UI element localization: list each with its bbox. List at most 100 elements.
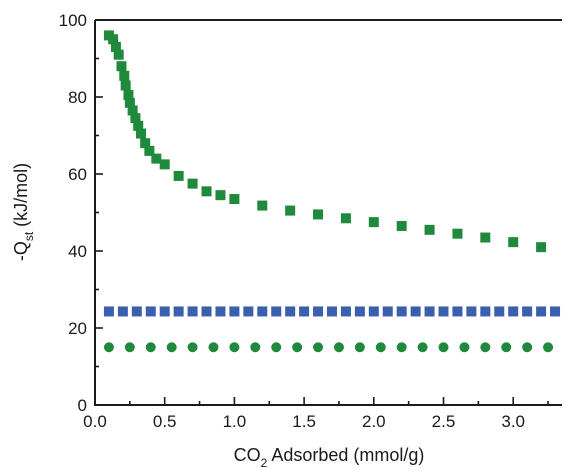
x-tick-label: 0.0	[83, 412, 107, 431]
series-1-point	[159, 159, 170, 170]
series-3-point	[417, 342, 428, 353]
x-axis-title: CO2 Adsorbed (mmol/g)	[234, 445, 425, 470]
series-3-point	[396, 342, 407, 353]
y-tick-label: 20	[68, 319, 87, 338]
series-3-point	[250, 342, 261, 353]
series-1-point	[340, 213, 351, 224]
series-1-point	[120, 80, 131, 91]
series-1-point	[285, 205, 296, 216]
x-tick-label: 1.5	[292, 412, 316, 431]
series-1-point	[113, 49, 124, 60]
x-axis-title-subscript: 2	[261, 456, 268, 470]
x-axis-title-post: Adsorbed (mmol/g)	[267, 445, 424, 465]
series-3-point	[480, 342, 491, 353]
series-1-point	[480, 232, 491, 243]
series-2-point	[480, 306, 491, 317]
series-2-point	[494, 306, 505, 317]
series-2-point	[243, 306, 254, 317]
series-1-point	[123, 90, 134, 101]
series-3-point	[166, 342, 177, 353]
y-axis-ticks: 0 20 40 60 80 100	[59, 11, 103, 415]
series-3-point	[313, 342, 324, 353]
series-2-point	[550, 306, 561, 317]
y-axis-title-pre: -Q	[11, 241, 31, 261]
series-2-point	[257, 306, 268, 317]
series-1-point	[130, 113, 141, 124]
y-tick-label: 0	[78, 396, 87, 415]
x-tick-label: 2.5	[432, 412, 456, 431]
series-2-point	[536, 306, 547, 317]
y-axis-title-subscript: st	[22, 231, 36, 241]
series-2-point	[159, 306, 170, 317]
series-1-point	[110, 41, 121, 52]
x-axis-title-pre: CO	[234, 445, 261, 465]
series-1-point	[127, 105, 138, 116]
series-2-point	[187, 306, 198, 317]
series-2-point	[382, 306, 393, 317]
series-2-point	[215, 306, 226, 317]
series-2-point	[466, 306, 477, 317]
series-1-point	[116, 61, 127, 72]
series-3-point	[103, 342, 114, 353]
series-2-point	[396, 306, 407, 317]
series-1-point	[368, 217, 379, 228]
series-2-point	[424, 306, 435, 317]
series-1-point	[140, 138, 151, 149]
y-tick-label: 40	[68, 242, 87, 261]
plot-marks	[103, 30, 561, 353]
series-2-point	[201, 306, 212, 317]
y-tick-label: 100	[59, 11, 87, 30]
series-3-point	[208, 342, 219, 353]
series-2-point	[299, 306, 310, 317]
series-3-point	[501, 342, 512, 353]
series-2-point	[452, 306, 463, 317]
series-3-point	[145, 342, 156, 353]
series-3-point	[375, 342, 386, 353]
series-1-point	[201, 186, 212, 197]
x-tick-label: 2.0	[362, 412, 386, 431]
series-3-point	[271, 342, 282, 353]
series-3-point	[459, 342, 470, 353]
series-2-point	[145, 306, 156, 317]
x-axis-ticks: 0.0 0.5 1.0 1.5 2.0 2.5 3.0	[83, 397, 549, 431]
series-2-point	[131, 306, 142, 317]
series-2-point	[326, 306, 337, 317]
x-tick-label: 1.0	[223, 412, 247, 431]
series-1-point	[424, 224, 435, 235]
series-3-point	[124, 342, 135, 353]
series-1-point	[536, 242, 547, 253]
series-2-point	[313, 306, 324, 317]
series-1-point	[508, 237, 519, 248]
series-1-point	[313, 209, 324, 220]
series-2-point	[173, 306, 184, 317]
y-tick-label: 60	[68, 165, 87, 184]
series-2-point	[522, 306, 533, 317]
series-2-point	[368, 306, 379, 317]
series-1-point	[119, 70, 130, 81]
series-3-point	[229, 342, 240, 353]
series-1-point	[396, 220, 407, 231]
series-1-point	[136, 128, 147, 139]
series-3-point	[543, 342, 554, 353]
series-1-point	[151, 153, 162, 164]
series-1-point	[173, 170, 184, 181]
series-1-point	[229, 194, 240, 205]
series-1-point	[144, 145, 155, 156]
series-2-point	[410, 306, 421, 317]
series-3-point	[187, 342, 198, 353]
series-1-point	[124, 97, 135, 108]
series-3-point	[292, 342, 303, 353]
series-2-point	[117, 306, 128, 317]
x-tick-label: 0.5	[153, 412, 177, 431]
series-3-point	[438, 342, 449, 353]
series-2-point	[340, 306, 351, 317]
series-3-point	[522, 342, 533, 353]
y-axis-title: -Qst (kJ/mol)	[11, 163, 36, 261]
series-2-point	[271, 306, 282, 317]
series-1-point	[133, 120, 144, 131]
series-2-point	[508, 306, 519, 317]
y-axis-title-post: (kJ/mol)	[11, 163, 31, 232]
series-3-point	[333, 342, 344, 353]
series-2-point	[229, 306, 240, 317]
